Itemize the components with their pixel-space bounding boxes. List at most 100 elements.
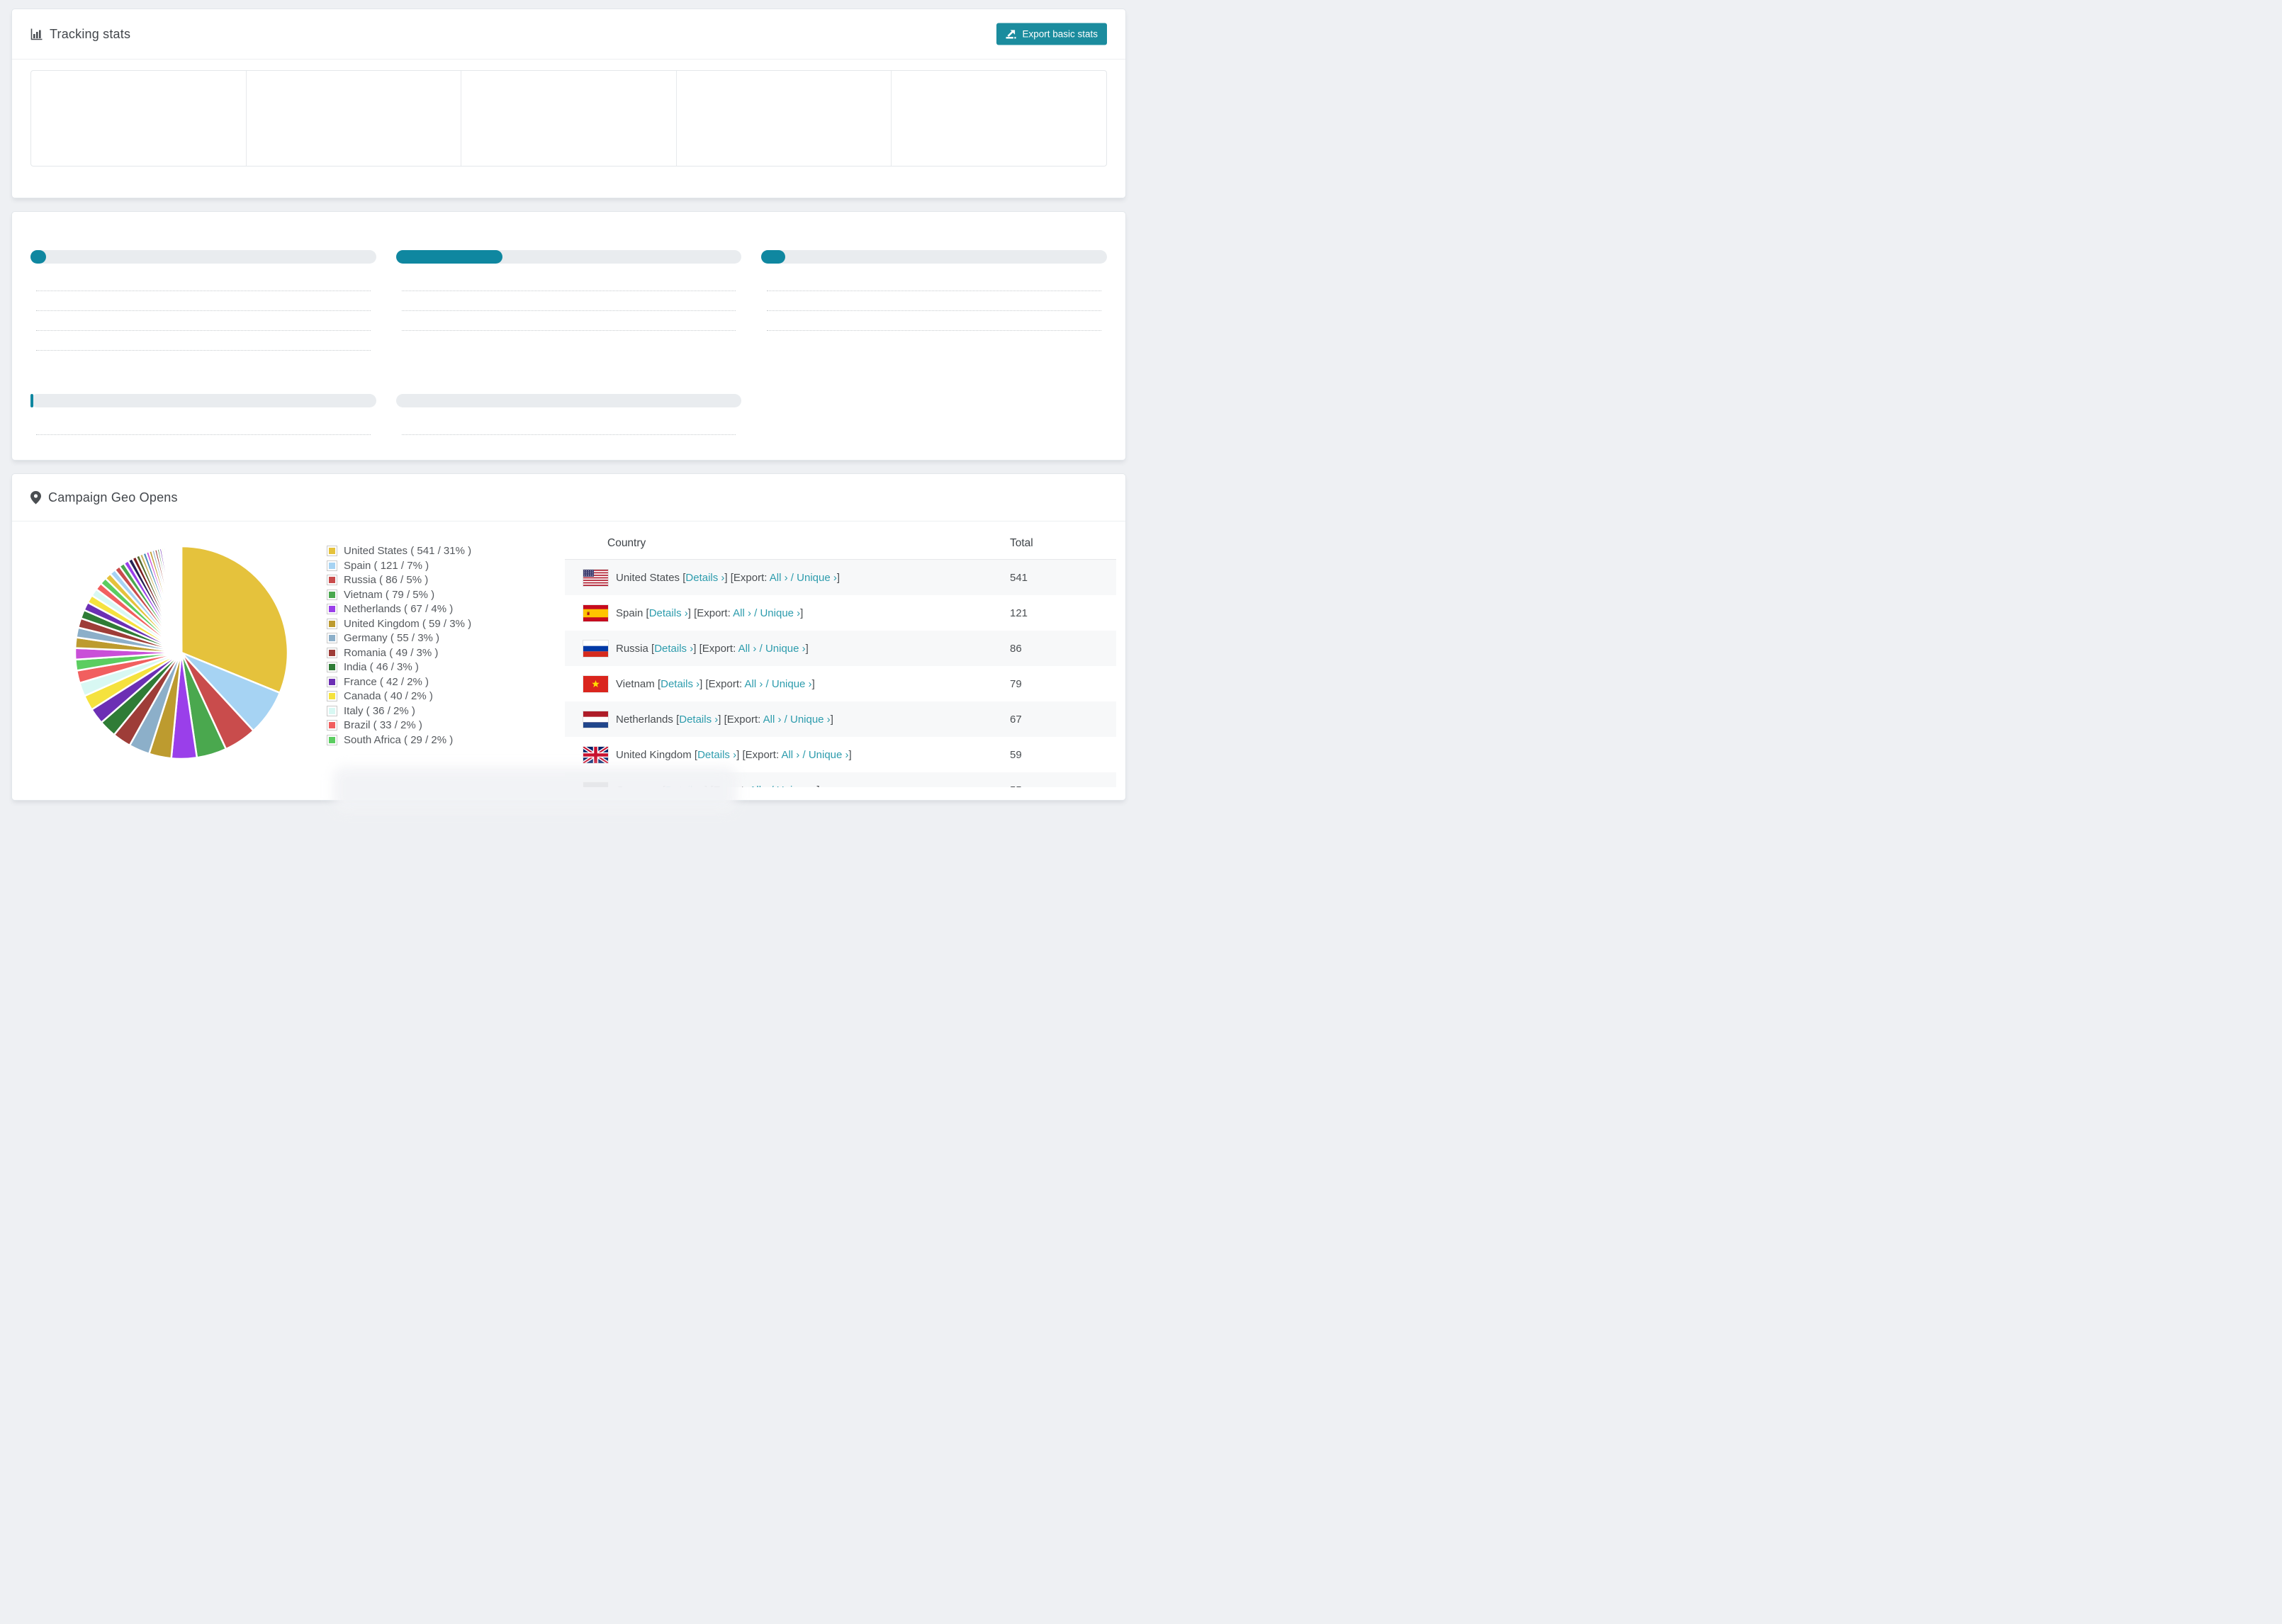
legend-item: Brazil ( 33 / 2% ): [327, 719, 471, 731]
legend-label: South Africa ( 29 / 2% ): [344, 733, 454, 746]
export-unique-link[interactable]: Unique ›: [760, 607, 801, 619]
legend-item: Germany ( 55 / 3% ): [327, 632, 471, 644]
rate-detail-row: [396, 315, 742, 334]
rate-head: [396, 229, 742, 244]
export-unique-link[interactable]: Unique ›: [771, 677, 812, 690]
legend-label: France ( 42 / 2% ): [344, 675, 429, 688]
export-unique-link[interactable]: Unique ›: [789, 713, 831, 726]
rate-detail-row: [396, 419, 742, 439]
export-unique-link[interactable]: Unique ›: [797, 571, 837, 584]
export-basic-stats-button[interactable]: Export basic stats: [996, 23, 1107, 45]
dotted-leader: [767, 281, 1101, 291]
legend-label: India ( 46 / 3% ): [344, 661, 419, 673]
legend-swatch: [327, 560, 337, 571]
legend-label: Russia ( 86 / 5% ): [344, 574, 429, 586]
export-all-link[interactable]: All ›: [769, 571, 788, 584]
details-link[interactable]: Details ›: [648, 607, 688, 619]
details-link[interactable]: Details ›: [685, 571, 725, 584]
geo-legend: United States ( 541 / 31% ) Spain ( 121 /…: [327, 545, 472, 746]
export-all-link[interactable]: All ›: [781, 748, 800, 761]
geo-table-header: Country Total: [565, 528, 1116, 560]
legend-swatch: [327, 647, 337, 658]
dotted-leader: [767, 321, 1101, 331]
legend-item: Vietnam ( 79 / 5% ): [327, 589, 471, 601]
legend-item: Italy ( 36 / 2% ): [327, 704, 471, 717]
export-slash: /: [770, 784, 773, 788]
details-link[interactable]: Details ›: [654, 642, 694, 655]
geo-table-row-es: Spain [Details ›] [Export: All › / Uniqu…: [565, 595, 1116, 631]
export-all-link[interactable]: All ›: [763, 713, 782, 726]
bounce-progress-fill: [761, 250, 786, 264]
export-slash: /: [759, 642, 763, 655]
summary-stats: [30, 70, 1107, 167]
campaign-geo-opens-card: Campaign Geo Opens United States ( 541 /…: [11, 473, 1126, 801]
legend-swatch: [327, 633, 337, 643]
legend-swatch: [327, 691, 337, 701]
details-link[interactable]: Details ›: [679, 713, 719, 726]
export-all-link[interactable]: All ›: [738, 642, 757, 655]
bounce-progress-track: [761, 250, 1107, 264]
dotted-leader: [36, 425, 371, 435]
rate-detail-row: [396, 275, 742, 295]
export-unique-link[interactable]: Unique ›: [808, 748, 849, 761]
legend-label: Italy ( 36 / 2% ): [344, 704, 415, 717]
legend-item: United Kingdom ( 59 / 3% ): [327, 617, 472, 630]
rate-detail-row: [396, 295, 742, 315]
rate-detail-row: [30, 275, 376, 295]
export-unique-link[interactable]: Unique ›: [777, 784, 817, 788]
details-link[interactable]: Details ›: [661, 677, 700, 690]
ru-flag-icon: [583, 640, 608, 657]
rate-detail-row: [761, 315, 1107, 334]
geo-pie-chart: [68, 539, 295, 766]
bar-chart-icon: [30, 28, 43, 40]
geo-table-row-gb: United Kingdom [Details ›] [Export: All …: [565, 737, 1116, 772]
tracking-stats-card: Tracking stats Export basic stats: [11, 9, 1126, 198]
total-column-header: Total: [1010, 537, 1033, 549]
country-column-header: Country: [607, 537, 646, 549]
clicks-progress-track: [30, 250, 376, 264]
legend-label: Romania ( 49 / 3% ): [344, 646, 439, 659]
details-link[interactable]: Details ›: [697, 748, 737, 761]
dotted-leader: [401, 321, 736, 331]
legend-item: Netherlands ( 67 / 4% ): [327, 603, 471, 615]
export-all-link[interactable]: All ›: [733, 607, 751, 619]
nl-flag-icon: [583, 711, 608, 728]
export-slash: /: [754, 607, 758, 619]
map-pin-icon: [30, 490, 41, 504]
legend-item: India ( 46 / 3% ): [327, 661, 471, 673]
country-name: United Kingdom [Details ›] [Export: All …: [616, 748, 852, 761]
geo-table-row-nl: Netherlands [Details ›] [Export: All › /…: [565, 701, 1116, 737]
legend-swatch: [327, 705, 337, 716]
country-name: Netherlands [Details ›] [Export: All › /…: [616, 713, 833, 726]
dotted-leader: [36, 301, 371, 311]
rate-detail-row: [761, 295, 1107, 315]
legend-label: Spain ( 121 / 7% ): [344, 559, 429, 572]
rate-head: [761, 229, 1107, 244]
blurred-region: [333, 767, 737, 812]
export-unique-link[interactable]: Unique ›: [765, 642, 806, 655]
dotted-leader: [36, 321, 371, 331]
export-button-label: Export basic stats: [1022, 28, 1098, 40]
rate-head: [30, 229, 376, 244]
legend-item: Romania ( 49 / 3% ): [327, 646, 471, 659]
legend-label: United States ( 541 / 31% ): [344, 545, 472, 557]
stat-box-bounces: [891, 71, 1106, 166]
unsubscribe-progress-fill: [30, 394, 33, 407]
dotted-leader: [401, 425, 736, 435]
rate-head: [396, 373, 742, 388]
rate-detail-row: [30, 295, 376, 315]
export-all-link[interactable]: All ›: [744, 677, 763, 690]
export-all-link[interactable]: All ›: [749, 784, 768, 788]
legend-label: United Kingdom ( 59 / 3% ): [344, 617, 472, 630]
geo-table-row-ru: Russia [Details ›] [Export: All › / Uniq…: [565, 631, 1116, 666]
tracking-stats-header: Tracking stats Export basic stats: [12, 9, 1125, 60]
export-slash: /: [802, 748, 806, 761]
legend-swatch: [327, 604, 337, 614]
legend-label: Canada ( 40 / 2% ): [344, 690, 433, 702]
us-flag-icon: [583, 569, 608, 586]
export-slash: /: [784, 713, 787, 726]
country-total: 59: [1010, 748, 1022, 761]
rate-detail-row: [30, 334, 376, 354]
legend-swatch: [327, 618, 337, 629]
geo-table: Country Total United States [Details ›] …: [565, 528, 1116, 787]
